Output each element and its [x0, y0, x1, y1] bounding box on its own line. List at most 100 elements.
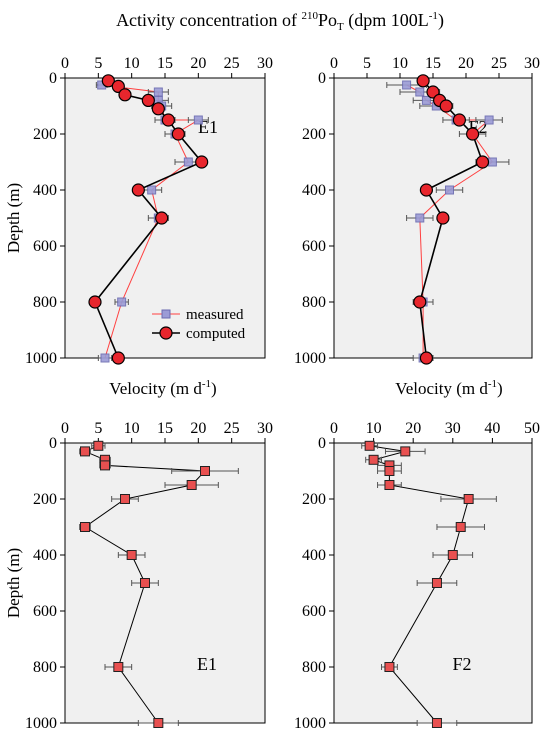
panel-label: F2: [452, 654, 471, 674]
y-tick-label: 0: [49, 435, 57, 452]
data-point-velocity: [368, 454, 379, 465]
data-point-computed: [88, 295, 102, 309]
x-tick-label: 20: [458, 55, 474, 72]
x-tick-label: 25: [224, 55, 240, 72]
data-point-computed: [419, 183, 433, 197]
velocity-title-right: Velocity (m d-1): [395, 378, 502, 398]
x-tick-label: 10: [392, 55, 408, 72]
data-point-velocity: [400, 446, 411, 457]
x-tick-label: 10: [124, 55, 140, 72]
x-tick-label: 0: [61, 420, 69, 437]
data-point-velocity: [431, 718, 442, 728]
data-point-computed: [466, 127, 480, 141]
y-tick-label: 800: [33, 659, 57, 676]
y-tick-label: 200: [33, 491, 57, 508]
y-tick-label: 1000: [294, 715, 326, 732]
y-axis-label: Depth (m): [4, 548, 23, 618]
data-point-computed: [195, 155, 209, 169]
series-line-velocity: [369, 445, 470, 724]
data-point-measured: [183, 157, 193, 167]
data-point-computed: [101, 74, 115, 88]
legend-label-computed: computed: [186, 326, 246, 342]
data-point-velocity: [140, 578, 150, 588]
data-point-velocity: [80, 522, 90, 532]
y-tick-label: 1000: [294, 350, 326, 367]
y-tick-label: 400: [302, 182, 326, 199]
x-tick-label: 40: [484, 420, 500, 437]
legend-label-measured: measured: [186, 307, 244, 323]
data-point-measured: [445, 185, 454, 195]
x-tick-label: 30: [524, 55, 540, 72]
data-point-measured: [402, 80, 412, 90]
data-point-velocity: [100, 460, 110, 471]
y-tick-label: 0: [49, 70, 57, 87]
y-tick-label: 800: [33, 294, 57, 311]
x-tick-label: 15: [157, 55, 173, 72]
legend-marker-computed: [159, 326, 173, 340]
x-tick-label: 10: [366, 420, 382, 437]
panel-E1-velocity: 0 5 10 15 20 25 30 0 200 400 600 800 1000 Depth (m) E1: [4, 420, 273, 732]
data-point-computed: [155, 211, 169, 225]
data-point-computed: [131, 183, 145, 197]
y-tick-label: 0: [318, 435, 326, 452]
y-tick-label: 600: [302, 603, 326, 620]
data-point-velocity: [384, 480, 395, 490]
y-tick-label: 600: [33, 238, 57, 255]
y-axis-label: Depth (m): [4, 183, 23, 253]
data-point-velocity: [200, 466, 210, 476]
x-tick-label: 20: [405, 420, 421, 437]
y-tick-label: 400: [33, 547, 57, 564]
x-tick-label: 0: [330, 420, 338, 437]
x-tick-label: 30: [257, 55, 273, 72]
data-point-computed: [413, 295, 427, 309]
data-point-velocity: [455, 522, 466, 532]
panel-label: E1: [197, 654, 217, 674]
data-point-measured: [415, 213, 425, 223]
panel-F2-velocity: 0 10 20 30 40 50 0 200 400 600 800 1000 F2: [294, 420, 540, 732]
x-tick-label: 15: [157, 420, 173, 437]
data-point-computed: [416, 74, 430, 88]
data-point-computed: [118, 88, 132, 102]
data-point-measured: [415, 87, 425, 97]
y-tick-label: 200: [302, 126, 326, 143]
data-point-velocity: [120, 494, 130, 504]
x-tick-label: 20: [190, 55, 206, 72]
y-tick-label: 200: [302, 491, 326, 508]
data-point-measured: [117, 297, 127, 307]
x-tick-label: 15: [425, 55, 441, 72]
data-point-velocity: [384, 662, 395, 672]
data-point-measured: [487, 157, 497, 167]
data-point-computed: [475, 155, 490, 169]
x-tick-label: 10: [124, 420, 140, 437]
data-point-measured: [153, 87, 163, 97]
data-point-computed: [452, 113, 466, 127]
data-point-velocity: [384, 466, 395, 476]
y-tick-label: 0: [318, 70, 326, 87]
data-point-computed: [151, 102, 165, 116]
data-point-measured: [421, 95, 431, 105]
data-point-velocity: [447, 550, 458, 560]
y-tick-label: 200: [33, 126, 57, 143]
x-tick-label: 0: [330, 55, 338, 72]
legend-marker-measured: [161, 309, 171, 319]
data-point-velocity: [431, 578, 442, 588]
x-tick-label: 25: [491, 55, 507, 72]
plot-area: [64, 442, 266, 724]
y-tick-label: 800: [302, 294, 326, 311]
x-tick-label: 30: [257, 420, 273, 437]
data-point-velocity: [126, 550, 137, 560]
x-tick-label: 0: [61, 55, 69, 72]
data-point-velocity: [463, 494, 474, 504]
data-point-velocity: [186, 480, 197, 490]
x-tick-label: 30: [445, 420, 461, 437]
data-point-computed: [161, 113, 175, 127]
panel-E1-activity: 0 5 10 15 20 25 30 0 200 400 600 800 1000 Depth (m) E1…: [4, 55, 273, 367]
data-point-computed: [141, 93, 155, 108]
data-point-computed: [436, 211, 450, 225]
data-point-measured: [147, 185, 157, 195]
activity-title: Activity concentration of 210PoT (dpm 10…: [116, 10, 444, 33]
y-tick-label: 600: [302, 238, 326, 255]
